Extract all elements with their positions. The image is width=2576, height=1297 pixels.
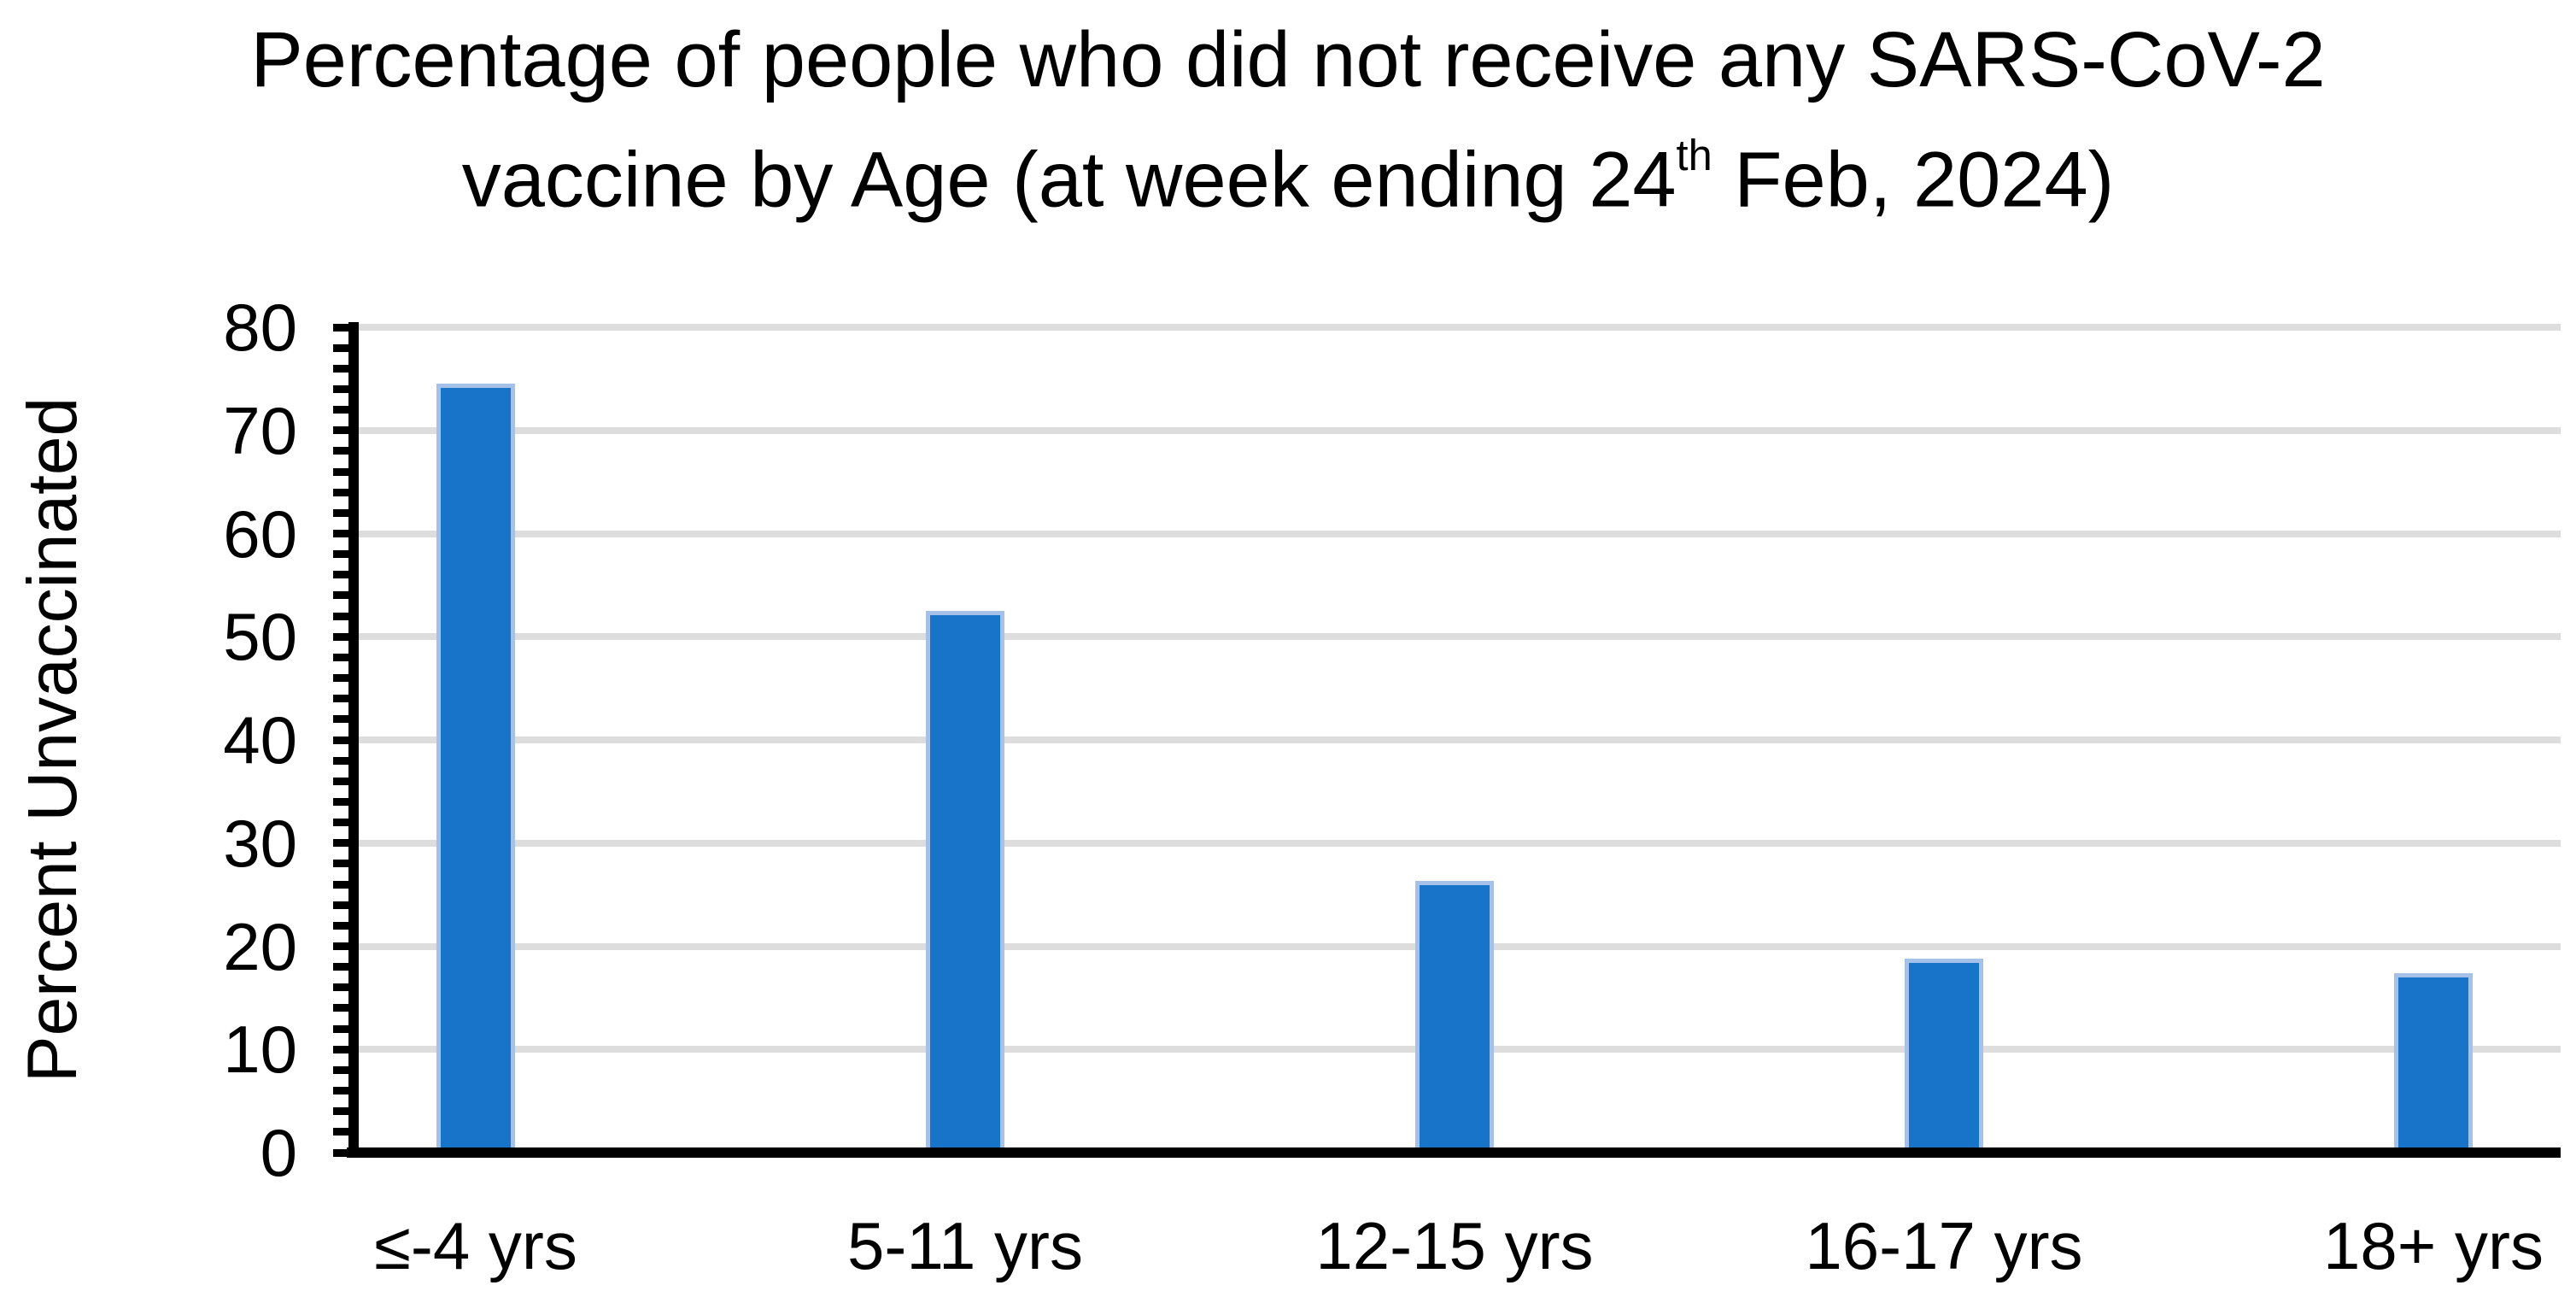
y-axis-tick	[333, 591, 357, 600]
chart-title-superscript: th	[1676, 131, 1712, 179]
x-axis-line	[347, 1147, 2561, 1158]
y-axis-tick	[333, 674, 357, 683]
gridline-40	[359, 737, 2561, 743]
y-axis-tick	[333, 323, 357, 332]
y-axis-line	[348, 322, 359, 1158]
x-category-label-5: 18+ yrs	[2323, 1208, 2544, 1283]
x-category-label-4: 16-17 yrs	[1805, 1208, 2083, 1283]
gridline-60	[359, 530, 2561, 537]
bar-5-11 yrs	[926, 611, 1004, 1153]
y-axis-tick	[333, 777, 357, 785]
y-axis-tick	[333, 819, 357, 827]
chart-title-line1: Percentage of people who did not receive…	[0, 12, 2576, 108]
y-tick-label-20: 20	[223, 908, 297, 984]
bar-12-15 yrs	[1415, 881, 1494, 1153]
y-axis-tick	[333, 508, 357, 517]
y-axis-tick	[333, 467, 357, 476]
y-tick-label-80: 80	[223, 290, 297, 365]
y-axis-tick	[333, 488, 357, 496]
y-axis-tick	[333, 942, 357, 950]
y-axis-tick	[333, 364, 357, 373]
gridline-30	[359, 839, 2561, 847]
y-axis-tick	[333, 426, 357, 435]
y-axis-tick	[333, 1004, 357, 1012]
y-axis-tick	[333, 1065, 357, 1074]
chart-title-line2: vaccine by Age (at week ending 24th Feb,…	[0, 108, 2576, 228]
bar-18+ yrs	[2394, 972, 2473, 1153]
y-tick-label-70: 70	[223, 392, 297, 468]
y-axis-tick	[333, 901, 357, 909]
y-tick-label-30: 30	[223, 805, 297, 881]
y-axis-tick	[333, 1045, 357, 1053]
x-category-label-2: 5-11 yrs	[847, 1208, 1083, 1283]
y-axis-tick	[333, 1087, 357, 1095]
y-axis-tick	[333, 921, 357, 930]
y-axis-tick	[333, 695, 357, 703]
y-axis-tick	[333, 447, 357, 455]
y-axis-tick	[333, 880, 357, 889]
gridline-50	[359, 633, 2561, 641]
y-tick-label-60: 60	[223, 496, 297, 572]
y-axis-tick	[333, 406, 357, 414]
y-axis-tick	[333, 983, 357, 992]
y-axis-tick	[333, 571, 357, 579]
chart-title: Percentage of people who did not receive…	[0, 12, 2576, 228]
gridline-70	[359, 426, 2561, 434]
y-axis-tick	[333, 384, 357, 393]
y-axis-tick	[333, 550, 357, 559]
y-tick-label-10: 10	[223, 1012, 297, 1088]
gridline-80	[359, 324, 2561, 331]
y-axis-tick	[333, 1128, 357, 1136]
y-axis-tick	[333, 530, 357, 537]
y-axis-tick	[333, 797, 357, 806]
y-tick-label-0: 0	[260, 1115, 297, 1190]
y-axis-tick	[333, 756, 357, 765]
y-axis-tick	[333, 612, 357, 620]
y-axis-tick	[333, 736, 357, 744]
y-axis-tick	[333, 1107, 357, 1116]
y-axis-tick	[333, 653, 357, 661]
y-axis-tick	[333, 632, 357, 641]
y-axis-tick	[333, 1148, 357, 1157]
bar-≤-4 yrs	[436, 384, 515, 1153]
y-axis-tick	[333, 343, 357, 352]
y-tick-label-50: 50	[223, 599, 297, 675]
y-axis-tick	[333, 860, 357, 868]
y-tick-label-40: 40	[223, 702, 297, 778]
y-axis-tick	[333, 963, 357, 971]
x-category-label-1: ≤-4 yrs	[374, 1208, 577, 1283]
chart-title-line2-prefix: vaccine by Age (at week ending 24	[461, 136, 1677, 224]
y-axis-tick	[333, 839, 357, 848]
chart-title-line1-text: Percentage of people who did not receive…	[250, 16, 2326, 103]
bar-16-17 yrs	[1905, 958, 1983, 1153]
y-axis-tick	[333, 1024, 357, 1033]
y-axis-tick	[333, 715, 357, 724]
chart-title-line2-suffix: Feb, 2024)	[1712, 136, 2115, 224]
x-category-label-3: 12-15 yrs	[1315, 1208, 1594, 1283]
